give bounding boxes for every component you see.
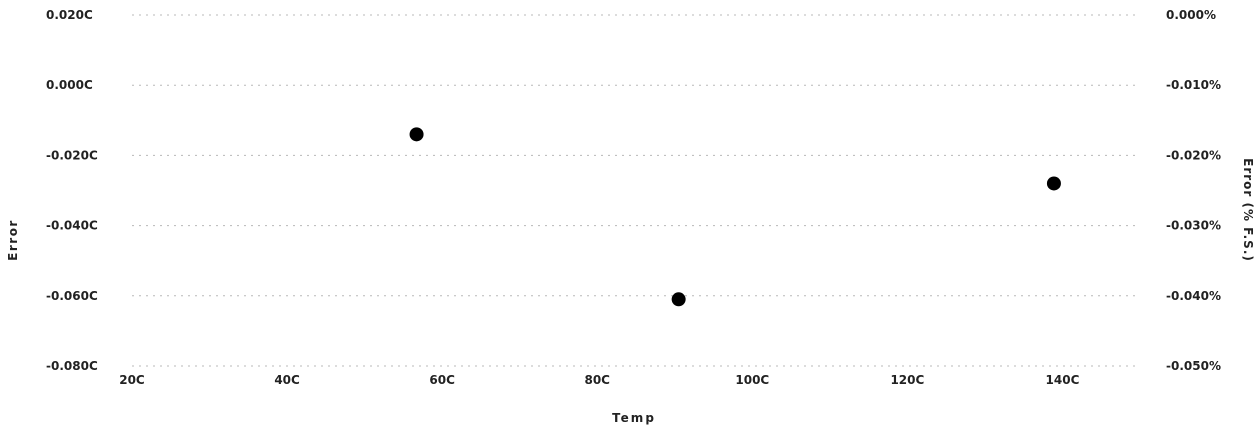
scatter-points [409, 127, 1061, 307]
y-tick-label: -0.020C [46, 148, 98, 162]
x-tick-label: 40C [274, 373, 300, 387]
y-tick-label: -0.060C [46, 289, 98, 303]
x-tick-label: 100C [735, 373, 769, 387]
x-tick-label: 120C [890, 373, 924, 387]
y2-tick-label: -0.010% [1166, 78, 1221, 92]
x-tick-label: 60C [429, 373, 455, 387]
y2-tick-label: -0.040% [1166, 289, 1221, 303]
y2-tick-label: -0.050% [1166, 359, 1221, 373]
y2-tick-label: 0.000% [1166, 8, 1216, 22]
y-tick-label: 0.020C [46, 8, 93, 22]
x-tick-label: 140C [1046, 373, 1080, 387]
y-axis-right: 0.000% -0.010% -0.020% -0.030% -0.040% -0.050… [1166, 8, 1221, 373]
y2-tick-label: -0.020% [1166, 148, 1221, 162]
x-axis-title: Temp [612, 411, 656, 425]
y-tick-label: -0.040C [46, 219, 98, 233]
data-point [1046, 176, 1061, 191]
x-tick-label: 80C [584, 373, 610, 387]
y-tick-label: 0.000C [46, 78, 93, 92]
y2-tick-label: -0.030% [1166, 219, 1221, 233]
gridlines [132, 14, 1140, 367]
x-tick-label: 20C [119, 373, 145, 387]
data-point [409, 127, 424, 142]
y-axis-title: Error [6, 219, 20, 261]
y-tick-label: -0.080C [46, 359, 98, 373]
x-axis: 20C 40C 60C 80C 100C 120C 140C [119, 373, 1079, 387]
data-point [671, 292, 686, 307]
y2-axis-title: Error (% F.S.) [1241, 158, 1255, 262]
y-axis-left: 0.020C 0.000C -0.020C -0.040C -0.060C -0.080C [46, 8, 98, 373]
